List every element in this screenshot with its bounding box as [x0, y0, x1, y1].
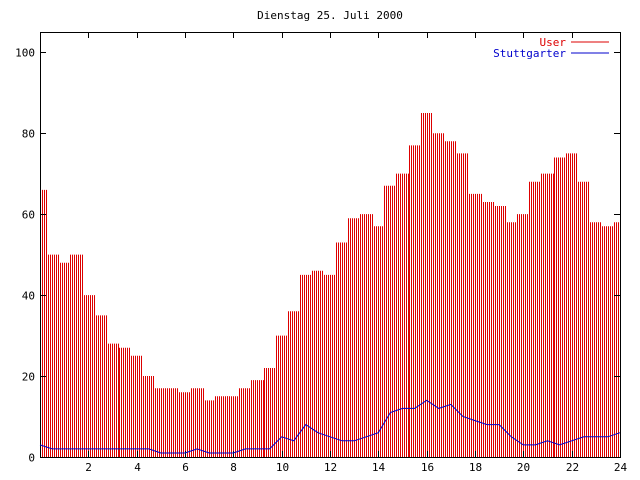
- legend: User Stuttgarter: [493, 36, 609, 60]
- user-bar: [58, 262, 71, 457]
- user-bar: [578, 181, 589, 457]
- user-bar: [396, 173, 409, 457]
- user-bar: [215, 396, 228, 457]
- user-bar: [421, 112, 432, 457]
- user-bar: [445, 141, 456, 457]
- x-tick-label: 8: [230, 461, 237, 474]
- user-bar: [493, 206, 506, 457]
- y-tick-label: 20: [22, 371, 35, 384]
- y-tick-label: 100: [15, 47, 35, 60]
- plot-frame: [40, 32, 621, 458]
- x-tick-label: 12: [324, 461, 337, 474]
- user-bar: [264, 367, 275, 457]
- user-bar: [70, 254, 83, 457]
- user-bar: [541, 173, 554, 457]
- user-bar: [409, 145, 420, 457]
- user-bar: [167, 388, 178, 457]
- user-bar: [119, 347, 130, 457]
- x-axis: 2 4 6 8 10 12 14 16 18 20 22 24: [85, 32, 627, 474]
- user-bar: [191, 388, 204, 457]
- user-bar: [590, 222, 601, 457]
- y-tick-label: 80: [22, 128, 35, 141]
- y-tick-label: 40: [22, 290, 35, 303]
- x-tick-label: 6: [182, 461, 189, 474]
- x-tick-label: 16: [421, 461, 434, 474]
- chart-title: Dienstag 25. Juli 2000: [257, 9, 403, 22]
- user-bar: [360, 214, 373, 457]
- user-bar: [336, 242, 349, 457]
- user-bar: [239, 388, 252, 457]
- user-bar: [143, 376, 154, 457]
- user-bar: [372, 226, 385, 457]
- y-tick-label: 60: [22, 209, 35, 222]
- user-bar: [433, 133, 444, 457]
- x-tick-label: 20: [517, 461, 530, 474]
- user-bar: [554, 157, 565, 457]
- x-tick-label: 14: [372, 461, 386, 474]
- user-bar: [324, 274, 337, 457]
- user-bar: [251, 380, 264, 457]
- user-bar: [46, 254, 59, 457]
- user-bar: [288, 311, 299, 457]
- user-bar: [227, 396, 240, 457]
- y-tick-label: 0: [28, 452, 35, 465]
- user-bar: [203, 400, 216, 457]
- user-bar: [42, 189, 47, 457]
- user-bar: [348, 218, 361, 457]
- stuttgarter-line: [39, 399, 621, 454]
- user-bar: [131, 355, 142, 457]
- legend-user-label: User: [540, 36, 567, 49]
- user-bar: [94, 315, 107, 457]
- user-bar: [82, 295, 95, 457]
- user-bar: [276, 335, 287, 457]
- user-bar: [457, 153, 468, 457]
- user-bar: [469, 193, 482, 457]
- x-tick-label: 24: [614, 461, 628, 474]
- y-axis: 0 20 40 60 80 100: [15, 47, 620, 465]
- user-bar: [602, 226, 613, 457]
- x-tick-label: 10: [276, 461, 289, 474]
- x-tick-label: 4: [134, 461, 141, 474]
- user-bar: [179, 392, 192, 457]
- user-bar: [106, 343, 119, 457]
- user-bar: [566, 153, 577, 457]
- user-bars: [42, 112, 619, 457]
- user-bar: [312, 270, 323, 457]
- user-bar: [155, 388, 166, 457]
- user-bar: [384, 185, 397, 457]
- user-bar: [481, 202, 494, 457]
- x-tick-label: 2: [85, 461, 92, 474]
- user-bar: [517, 214, 530, 457]
- x-tick-label: 18: [469, 461, 482, 474]
- user-bar: [529, 181, 542, 457]
- legend-stuttgarter-label: Stuttgarter: [493, 47, 566, 60]
- x-tick-label: 22: [566, 461, 579, 474]
- user-bar: [505, 222, 518, 457]
- user-bar: [614, 222, 619, 457]
